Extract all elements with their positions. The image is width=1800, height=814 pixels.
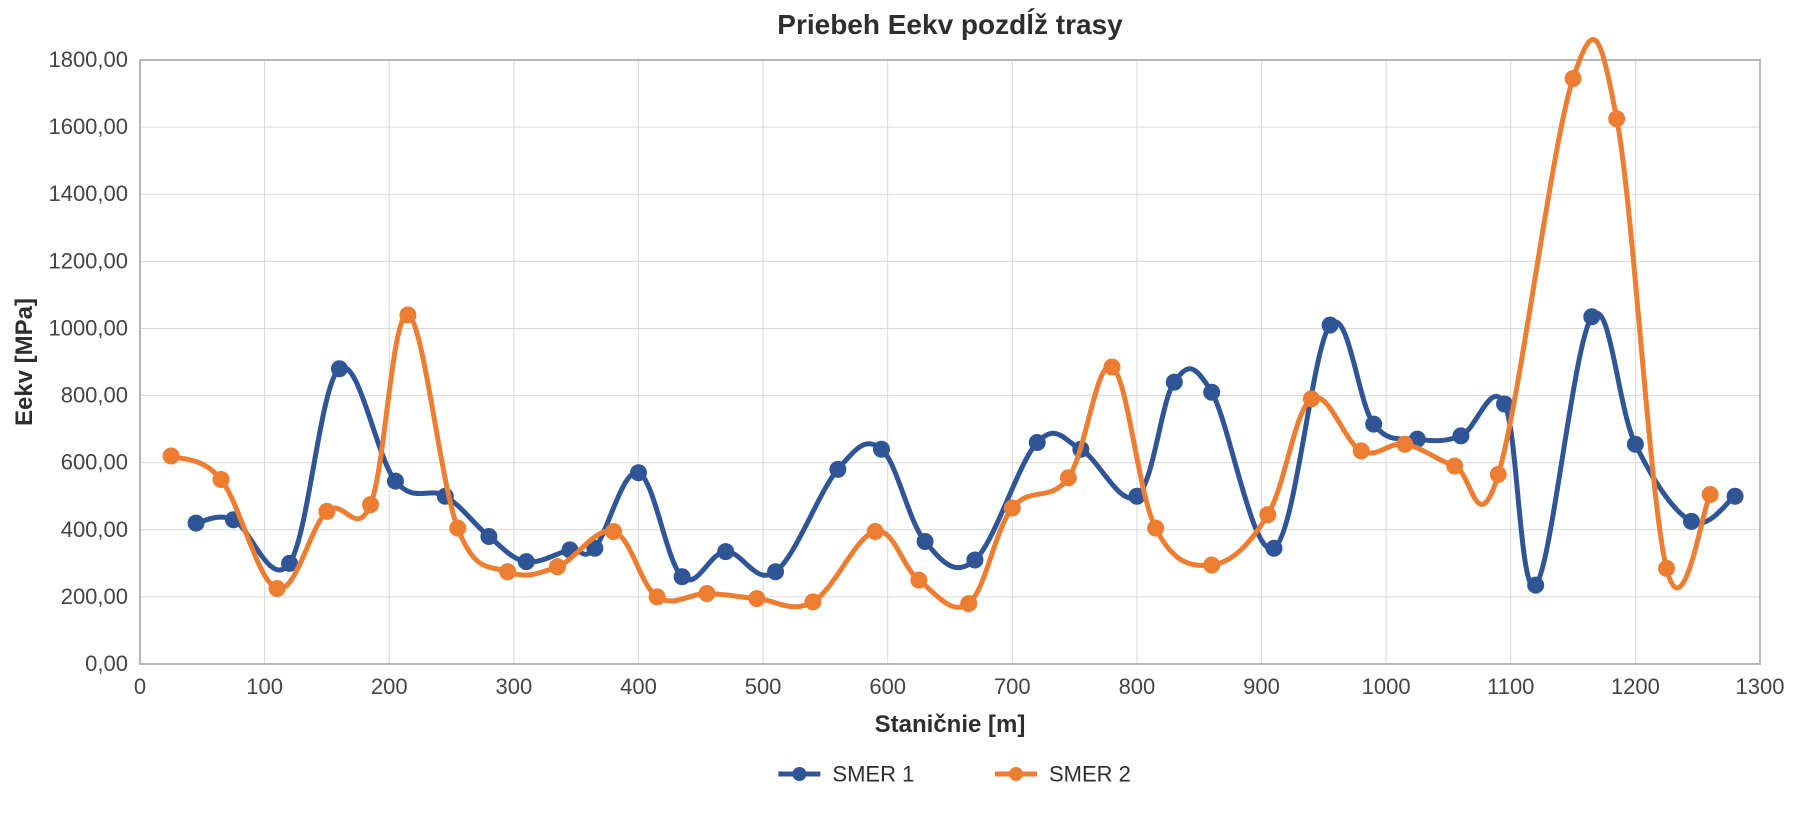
x-tick-label: 1200 xyxy=(1611,674,1660,699)
x-tick-label: 200 xyxy=(371,674,408,699)
series-marker-2 xyxy=(400,307,416,323)
x-tick-label: 400 xyxy=(620,674,657,699)
series-marker-2 xyxy=(1148,520,1164,536)
series-marker-2 xyxy=(1004,500,1020,516)
series-marker-1 xyxy=(873,441,889,457)
series-marker-2 xyxy=(805,594,821,610)
series-marker-2 xyxy=(749,591,765,607)
series-marker-2 xyxy=(1397,436,1413,452)
x-tick-label: 1000 xyxy=(1362,674,1411,699)
legend-marker-1 xyxy=(792,767,806,781)
series-marker-2 xyxy=(649,589,665,605)
series-marker-2 xyxy=(1060,470,1076,486)
series-marker-2 xyxy=(1490,466,1506,482)
series-marker-2 xyxy=(269,581,285,597)
series-marker-1 xyxy=(387,473,403,489)
series-marker-2 xyxy=(163,448,179,464)
series-marker-1 xyxy=(967,552,983,568)
y-tick-label: 200,00 xyxy=(61,584,128,609)
series-marker-2 xyxy=(961,596,977,612)
x-tick-label: 0 xyxy=(134,674,146,699)
series-marker-2 xyxy=(1260,507,1276,523)
chart-title: Priebeh Eekv pozdĺž trasy xyxy=(777,8,1123,40)
plot-area xyxy=(140,60,1760,664)
series-marker-2 xyxy=(1702,487,1718,503)
y-tick-label: 1000,00 xyxy=(48,315,128,340)
series-marker-2 xyxy=(500,564,516,580)
x-tick-label: 500 xyxy=(745,674,782,699)
x-tick-label: 800 xyxy=(1119,674,1156,699)
series-marker-1 xyxy=(1166,374,1182,390)
y-tick-label: 400,00 xyxy=(61,517,128,542)
x-tick-label: 100 xyxy=(246,674,283,699)
series-marker-1 xyxy=(188,515,204,531)
series-marker-1 xyxy=(630,465,646,481)
series-marker-2 xyxy=(319,503,335,519)
series-marker-1 xyxy=(917,534,933,550)
series-marker-2 xyxy=(1353,443,1369,459)
x-tick-label: 600 xyxy=(869,674,906,699)
series-marker-2 xyxy=(1609,111,1625,127)
x-tick-label: 1100 xyxy=(1487,674,1534,699)
series-marker-2 xyxy=(867,523,883,539)
chart-container: Priebeh Eekv pozdĺž trasy 0,00 200,00 400,0… xyxy=(0,0,1800,814)
series-marker-1 xyxy=(1584,309,1600,325)
y-tick-label: 1200,00 xyxy=(48,248,128,273)
series-marker-2 xyxy=(1303,391,1319,407)
legend-label-2: SMER 2 xyxy=(1049,762,1131,787)
series-marker-1 xyxy=(674,569,690,585)
x-tick-label: 1300 xyxy=(1736,674,1785,699)
y-tick-label: 0,00 xyxy=(85,651,128,676)
series-marker-2 xyxy=(363,497,379,513)
series-marker-1 xyxy=(1322,317,1338,333)
series-marker-2 xyxy=(1447,458,1463,474)
series-marker-1 xyxy=(1029,435,1045,451)
series-marker-1 xyxy=(481,528,497,544)
series-marker-1 xyxy=(331,361,347,377)
series-marker-2 xyxy=(213,471,229,487)
series-marker-1 xyxy=(1627,436,1643,452)
chart-svg: Priebeh Eekv pozdĺž trasy 0,00 200,00 400,0… xyxy=(0,0,1800,814)
series-marker-2 xyxy=(1659,560,1675,576)
x-tick-label: 700 xyxy=(994,674,1031,699)
series-marker-2 xyxy=(699,586,715,602)
y-tick-label: 1600,00 xyxy=(48,114,128,139)
series-marker-1 xyxy=(1497,396,1513,412)
legend-label-1: SMER 1 xyxy=(832,762,914,787)
series-marker-2 xyxy=(606,523,622,539)
series-marker-1 xyxy=(1266,540,1282,556)
y-tick-label: 1800,00 xyxy=(48,47,128,72)
series-marker-1 xyxy=(1683,513,1699,529)
series-marker-2 xyxy=(1104,359,1120,375)
series-marker-1 xyxy=(1528,577,1544,593)
series-marker-1 xyxy=(1204,384,1220,400)
series-marker-1 xyxy=(518,554,534,570)
legend-marker-2 xyxy=(1009,767,1023,781)
series-marker-1 xyxy=(1453,428,1469,444)
x-axis-label: Staničnie [m] xyxy=(875,711,1026,738)
y-tick-label: 800,00 xyxy=(61,383,128,408)
series-marker-1 xyxy=(1366,416,1382,432)
x-tick-label: 900 xyxy=(1243,674,1280,699)
series-marker-2 xyxy=(450,520,466,536)
y-axis-label: Eekv [MPa] xyxy=(11,298,38,426)
series-marker-2 xyxy=(549,559,565,575)
series-marker-1 xyxy=(768,564,784,580)
series-marker-2 xyxy=(1565,70,1581,86)
x-tick-label: 300 xyxy=(495,674,532,699)
series-marker-1 xyxy=(830,461,846,477)
y-tick-label: 600,00 xyxy=(61,450,128,475)
series-marker-2 xyxy=(911,572,927,588)
y-tick-label: 1400,00 xyxy=(48,181,128,206)
series-marker-1 xyxy=(1727,488,1743,504)
series-marker-2 xyxy=(1204,557,1220,573)
series-marker-1 xyxy=(718,544,734,560)
